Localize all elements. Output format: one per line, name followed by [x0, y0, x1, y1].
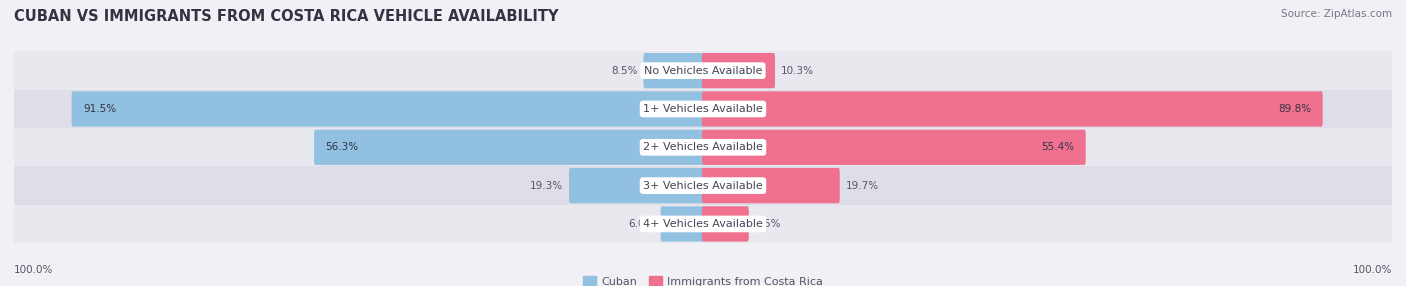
Text: 6.0%: 6.0% — [628, 219, 655, 229]
Text: 8.5%: 8.5% — [612, 66, 637, 76]
Text: 100.0%: 100.0% — [14, 265, 53, 275]
Text: 2+ Vehicles Available: 2+ Vehicles Available — [643, 142, 763, 152]
Text: 6.5%: 6.5% — [755, 219, 782, 229]
Text: 56.3%: 56.3% — [325, 142, 359, 152]
FancyBboxPatch shape — [14, 128, 1392, 166]
FancyBboxPatch shape — [314, 130, 704, 165]
Text: 55.4%: 55.4% — [1042, 142, 1074, 152]
Text: 91.5%: 91.5% — [83, 104, 117, 114]
FancyBboxPatch shape — [14, 205, 1392, 243]
FancyBboxPatch shape — [14, 166, 1392, 205]
Text: 89.8%: 89.8% — [1278, 104, 1312, 114]
Text: Source: ZipAtlas.com: Source: ZipAtlas.com — [1281, 9, 1392, 19]
Text: No Vehicles Available: No Vehicles Available — [644, 66, 762, 76]
FancyBboxPatch shape — [644, 53, 704, 88]
Text: 4+ Vehicles Available: 4+ Vehicles Available — [643, 219, 763, 229]
Text: CUBAN VS IMMIGRANTS FROM COSTA RICA VEHICLE AVAILABILITY: CUBAN VS IMMIGRANTS FROM COSTA RICA VEHI… — [14, 9, 558, 23]
Legend: Cuban, Immigrants from Costa Rica: Cuban, Immigrants from Costa Rica — [578, 272, 828, 286]
FancyBboxPatch shape — [702, 130, 1085, 165]
FancyBboxPatch shape — [702, 168, 839, 203]
Text: 100.0%: 100.0% — [1353, 265, 1392, 275]
FancyBboxPatch shape — [14, 51, 1392, 90]
FancyBboxPatch shape — [702, 206, 749, 242]
Text: 10.3%: 10.3% — [780, 66, 814, 76]
FancyBboxPatch shape — [569, 168, 704, 203]
Text: 1+ Vehicles Available: 1+ Vehicles Available — [643, 104, 763, 114]
FancyBboxPatch shape — [14, 90, 1392, 128]
FancyBboxPatch shape — [702, 91, 1323, 127]
Text: 3+ Vehicles Available: 3+ Vehicles Available — [643, 181, 763, 190]
Text: 19.3%: 19.3% — [530, 181, 564, 190]
Text: 19.7%: 19.7% — [845, 181, 879, 190]
FancyBboxPatch shape — [72, 91, 704, 127]
FancyBboxPatch shape — [702, 53, 775, 88]
FancyBboxPatch shape — [661, 206, 704, 242]
